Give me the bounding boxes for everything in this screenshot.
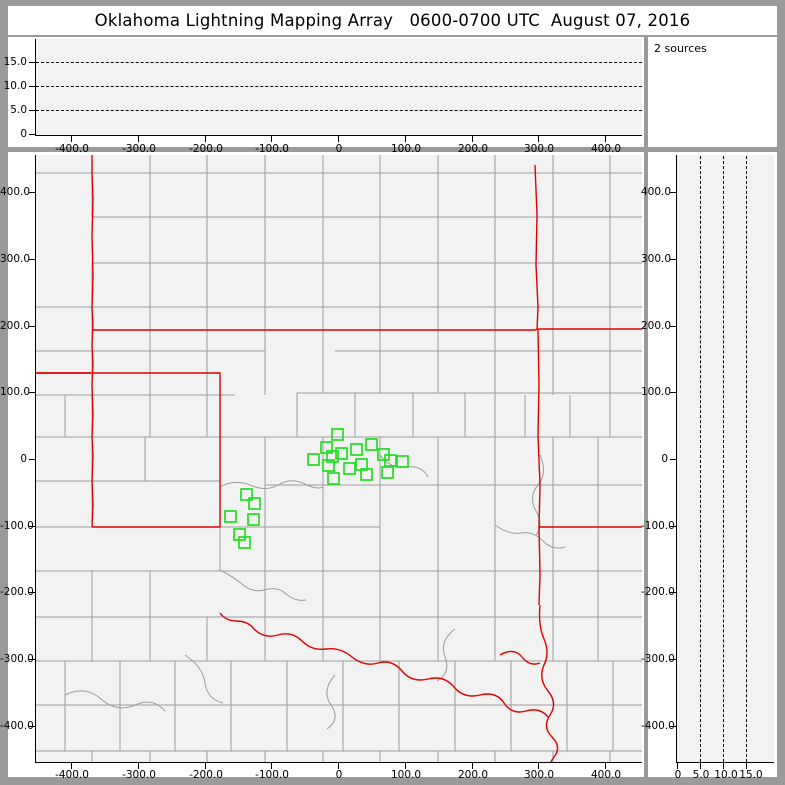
tickmark-ns-100	[29, 392, 36, 394]
gridline-altns-10	[723, 156, 724, 762]
tickmark-alt-10	[29, 86, 36, 88]
gridline-alt-5	[36, 110, 642, 111]
ylabel-ns-m300-right: -300.0	[641, 653, 675, 665]
tickmark-ew-400-map	[605, 763, 607, 769]
tickmark-ns-300	[29, 259, 36, 261]
tickmark-ew-400-top	[605, 136, 607, 142]
ylabel-alt-10: 10.0	[3, 80, 27, 92]
tickmark-ew-m100-map	[271, 763, 273, 769]
ylabel-ns-100: 100.0	[0, 386, 31, 398]
xlabel-ew-300-map: 300.0	[523, 769, 555, 781]
tickmark-alt-5	[29, 110, 36, 112]
altitude-ns-plot-area	[676, 155, 774, 762]
tickmark-ns-m200	[29, 592, 36, 594]
tickmark-alt-0-right	[677, 763, 679, 769]
tickmark-ns-m300	[29, 659, 36, 661]
tickmark-ew-200-map	[472, 763, 474, 769]
xlabel-ew-200-map: 200.0	[457, 769, 489, 781]
tickmark-ns-m300-right	[670, 659, 677, 661]
tickmark-ns-400	[29, 192, 36, 194]
source-markers	[224, 428, 409, 549]
xlabel-ew-m200-map: -200.0	[189, 769, 223, 781]
tickmark-alt-0	[29, 134, 36, 136]
ylabel-ns-300: 300.0	[0, 253, 31, 265]
tickmark-alt-15-right	[746, 763, 748, 769]
xlabel-alt-0-right: 0	[674, 769, 682, 781]
tickmark-ew-m100-top	[271, 136, 273, 142]
tickmark-ew-m200-top	[205, 136, 207, 142]
altitude-ew-plot-area	[35, 39, 642, 135]
ylabel-ns-200-right: 200.0	[641, 320, 672, 332]
tickmark-ew-300-top	[538, 136, 540, 142]
tickmark-ns-0	[29, 459, 36, 461]
altitude-ns-xaxis	[676, 762, 774, 764]
xlabel-alt-5-right: 5.0	[692, 769, 710, 781]
ylabel-ns-m200-right: -200.0	[641, 586, 675, 598]
tickmark-alt-5-right	[700, 763, 702, 769]
ylabel-ns-m100: -100.0	[0, 520, 34, 532]
gridline-altns-15	[746, 156, 747, 762]
tickmark-ew-m200-map	[205, 763, 207, 769]
ylabel-ns-100-right: 100.0	[641, 386, 672, 398]
xlabel-ew-100-map: 100.0	[390, 769, 422, 781]
tickmark-ns-m100-right	[670, 526, 677, 528]
tickmark-ew-100-top	[405, 136, 407, 142]
ylabel-ns-0-right: 0	[661, 453, 668, 465]
xlabel-alt-10-right: 10.0	[714, 769, 738, 781]
ylabel-ns-m300: -300.0	[0, 653, 34, 665]
ylabel-ns-200: 200.0	[0, 320, 31, 332]
map-geometry	[35, 155, 642, 762]
source-count-panel	[648, 37, 777, 147]
ylabel-ns-400-right: 400.0	[641, 186, 672, 198]
ylabel-ns-m400-right: -400.0	[641, 720, 675, 732]
tickmark-ew-0-map	[338, 763, 340, 769]
tickmark-ns-m100	[29, 526, 36, 528]
tickmark-ns-0-right	[670, 459, 677, 461]
xlabel-ew-m400-map: -400.0	[55, 769, 89, 781]
gridline-alt-15	[36, 62, 642, 63]
tickmark-ns-100-right	[670, 392, 677, 394]
ylabel-ns-m400: -400.0	[0, 720, 34, 732]
figure-title-bar: Oklahoma Lightning Mapping Array 0600-07…	[8, 6, 777, 35]
tickmark-ew-200-top	[472, 136, 474, 142]
tickmark-ew-100-map	[405, 763, 407, 769]
ylabel-ns-400: 400.0	[0, 186, 31, 198]
tickmark-ns-200-right	[670, 326, 677, 328]
ylabel-ns-0: 0	[20, 453, 27, 465]
tickmark-ew-m300-top	[138, 136, 140, 142]
source-count-label: 2 sources	[654, 42, 707, 55]
page-title: Oklahoma Lightning Mapping Array 0600-07…	[94, 11, 691, 30]
tickmark-ns-m200-right	[670, 592, 677, 594]
tickmark-ns-300-right	[670, 259, 677, 261]
xlabel-ew-0-map: 0	[335, 769, 343, 781]
gridline-altns-5	[700, 156, 701, 762]
tickmark-ew-m400-top	[71, 136, 73, 142]
tickmark-ns-m400-right	[670, 726, 677, 728]
tickmark-ns-m400	[29, 726, 36, 728]
map-xaxis	[35, 762, 642, 764]
tickmark-ew-m300-map	[138, 763, 140, 769]
xlabel-ew-400-map: 400.0	[590, 769, 622, 781]
ylabel-ns-m100-right: -100.0	[641, 520, 675, 532]
ylabel-ns-300-right: 300.0	[641, 253, 672, 265]
xlabel-ew-m300-map: -300.0	[122, 769, 156, 781]
xlabel-ew-0-top: 0	[335, 143, 343, 155]
tickmark-alt-10-right	[723, 763, 725, 769]
ylabel-alt-0: 0	[20, 128, 27, 140]
tickmark-ew-0-top	[338, 136, 340, 142]
tickmark-ns-200	[29, 326, 36, 328]
altitude-ew-yaxis	[35, 39, 37, 136]
ylabel-alt-5: 5.0	[10, 104, 27, 116]
tickmark-alt-15	[29, 62, 36, 64]
gridline-alt-10	[36, 86, 642, 87]
altitude-ew-xaxis	[35, 135, 642, 137]
ylabel-ns-m200: -200.0	[0, 586, 34, 598]
tickmark-ew-300-map	[538, 763, 540, 769]
tickmark-ns-400-right	[670, 192, 677, 194]
ylabel-alt-15: 15.0	[3, 56, 27, 68]
xlabel-ew-m100-map: -100.0	[255, 769, 289, 781]
tickmark-ew-m400-map	[71, 763, 73, 769]
xlabel-alt-15-right: 15.0	[739, 769, 763, 781]
